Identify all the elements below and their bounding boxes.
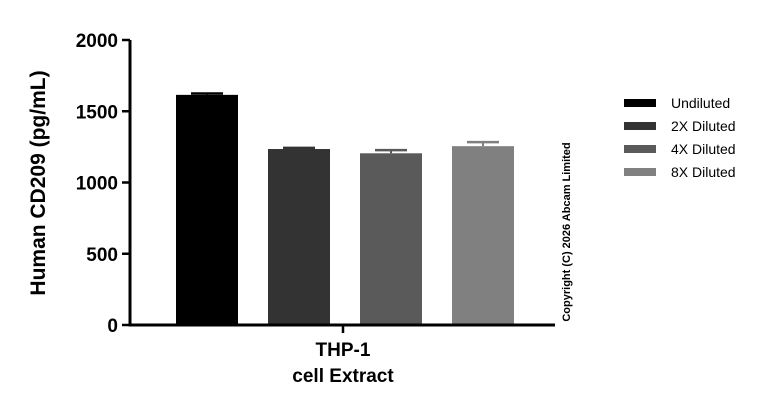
bars-group <box>176 94 514 325</box>
bar-4x-diluted <box>360 153 422 325</box>
x-axis-label-line-1: THP-1 <box>316 340 371 361</box>
legend-swatch <box>624 168 656 176</box>
y-tick-label: 1500 <box>76 102 118 123</box>
legend-label: 2X Diluted <box>671 118 736 134</box>
legend-swatch <box>624 122 656 130</box>
error-bars-group <box>191 92 499 154</box>
legend-swatch <box>624 99 656 107</box>
legend-swatch <box>624 145 656 153</box>
legend-label: Undiluted <box>671 95 730 111</box>
y-axis-title: Human CD209 (pg/mL) <box>27 70 50 295</box>
bar-undiluted <box>176 94 238 325</box>
copyright-text: Copyright (C) 2026 Abcam Limited <box>561 142 573 321</box>
bar-8x-diluted <box>452 146 514 325</box>
legend: Undiluted 2X Diluted 4X Diluted 8X Diluted <box>624 95 736 180</box>
x-axis-label-line-2: cell Extract <box>292 366 394 387</box>
legend-label: 8X Diluted <box>671 164 736 180</box>
y-tick-label: 2000 <box>76 31 118 52</box>
bar-2x-diluted <box>268 149 330 325</box>
y-tick-label: 500 <box>86 245 118 266</box>
y-ticks-group: 0 500 1000 1500 2000 <box>76 31 130 337</box>
legend-label: 4X Diluted <box>671 141 736 157</box>
y-tick-label: 1000 <box>76 174 118 195</box>
y-tick-label: 0 <box>107 316 118 337</box>
